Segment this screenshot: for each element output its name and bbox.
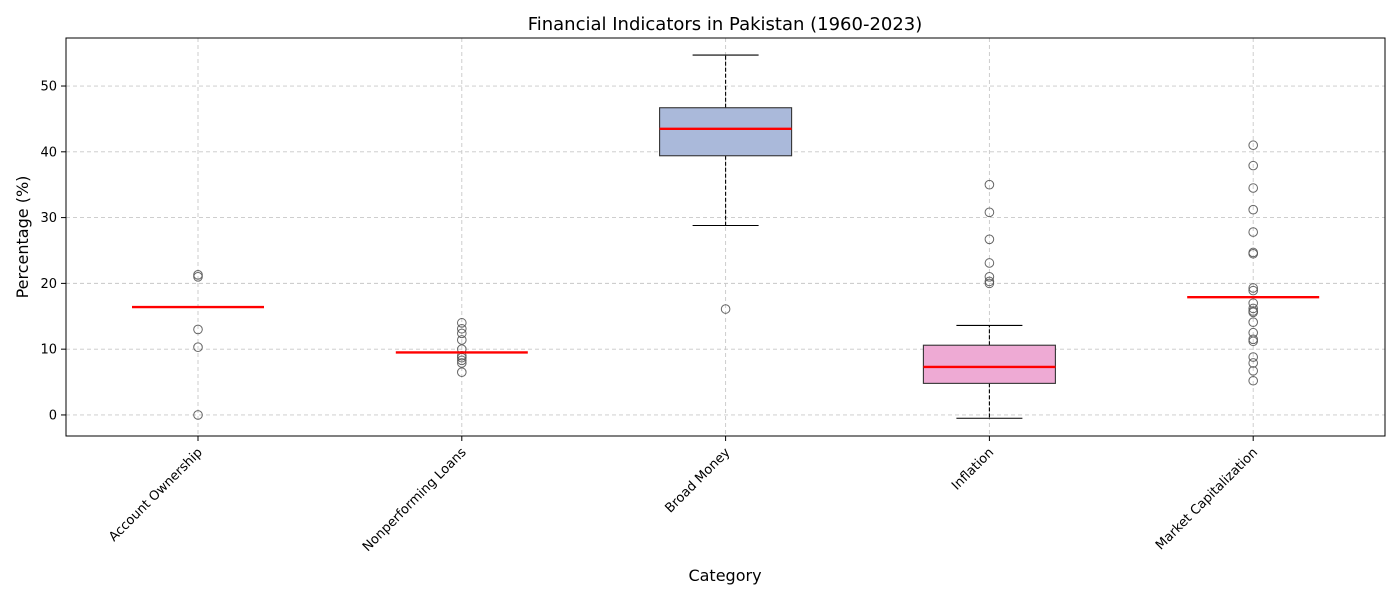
plot-frame [65,37,1386,437]
outlier-point [1248,352,1258,362]
box-group [395,318,528,377]
outlier-point [1248,375,1258,386]
outlier-point [1248,303,1258,314]
outlier-point [1248,227,1258,237]
outlier-point [457,358,467,368]
outlier-point [984,258,995,268]
outlier-point [1248,366,1258,376]
outlier-point [1248,183,1258,193]
outlier-point [1248,307,1258,318]
y-tick-label: 10 [40,343,57,358]
box-group [132,270,264,420]
outlier-point [984,272,995,282]
y-tick-label: 30 [40,211,57,226]
outlier-point [193,410,203,420]
outlier-point [1248,248,1258,259]
outlier-point [193,342,203,352]
x-tick-label: Nonperforming Loans [360,445,470,555]
y-tick-label: 20 [40,277,57,292]
outlier-point [1248,358,1258,368]
iqr-box [922,344,1056,384]
y-tick-label: 50 [40,80,57,95]
x-axis-label: Category [688,566,761,585]
x-tick-label: Market Capitalization [1153,445,1261,553]
outlier-point [984,234,995,245]
outlier-point [720,304,731,314]
outlier-point [984,179,995,190]
outlier-point [457,318,467,328]
outlier-point [1248,140,1258,151]
grid-layer [66,38,1385,436]
box-group [1187,140,1320,386]
outlier-point [457,323,467,334]
x-tick-label: Inflation [949,445,997,493]
iqr-box [659,107,793,157]
y-tick-label: 0 [49,408,57,423]
outlier-point [457,367,467,377]
y-tick-label: 40 [40,145,57,160]
outlier-point [193,324,203,335]
chart-title: Financial Indicators in Pakistan (1960-2… [528,14,923,35]
outlier-point [1248,285,1258,296]
outlier-point [1248,317,1258,327]
outlier-point [984,278,995,289]
outlier-point [457,355,467,366]
box-group [922,179,1056,419]
outlier-point [984,207,995,218]
outlier-point [457,328,467,339]
x-tick-label: Account Ownership [106,445,206,545]
outlier-point [1248,204,1258,215]
box-group [659,54,793,314]
y-axis-label: Percentage (%) [13,176,32,299]
outlier-point [457,335,467,345]
box-layer [132,54,1320,420]
outlier-point [1248,298,1258,308]
outlier-point [193,272,203,282]
outlier-point [1248,336,1258,347]
outlier-point [1248,283,1258,293]
x-tick-label: Broad Money [662,445,733,516]
outlier-point [1248,160,1258,171]
